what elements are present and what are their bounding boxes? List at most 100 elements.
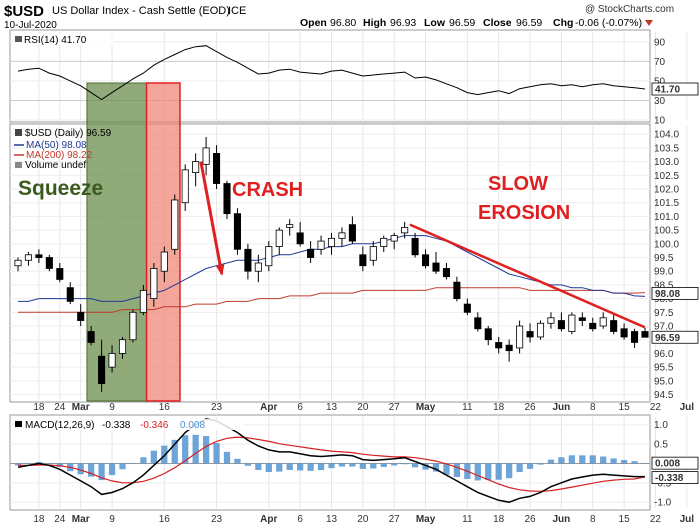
macd-hist-bar-51 bbox=[547, 459, 555, 464]
candle-body-4 bbox=[56, 268, 64, 280]
candle-body-34 bbox=[369, 246, 377, 261]
candle-body-10 bbox=[118, 339, 127, 354]
x-label-11-0: May bbox=[416, 402, 436, 413]
candle-body-13 bbox=[150, 268, 158, 300]
price-ytick-3: 96.0 bbox=[654, 349, 674, 360]
macd-hist-bar-6 bbox=[77, 463, 84, 475]
macd-hist-bar-37 bbox=[401, 463, 408, 465]
price-ytick-14: 101.5 bbox=[654, 198, 679, 209]
macd-hist-bar-33 bbox=[359, 463, 366, 469]
rsi-line bbox=[17, 45, 646, 101]
macd-hist-bar-24 bbox=[265, 463, 272, 472]
macd-hist-bar-14 bbox=[161, 445, 168, 464]
volume-legend-icon bbox=[15, 162, 22, 168]
header-name: US Dollar Index - Cash Settle (EOD) bbox=[52, 5, 230, 17]
x-label-1-0: 24 bbox=[54, 402, 66, 413]
macd-hist-bar-7 bbox=[88, 463, 95, 477]
annotations: Squeeze CRASH SLOW EROSION bbox=[18, 161, 646, 329]
macd-legend: MACD(12,26,9) -0.338 -0.346 0.008 bbox=[14, 419, 244, 431]
x-label-8-0: 13 bbox=[326, 402, 338, 413]
candle-body-49 bbox=[526, 331, 534, 338]
x-label-4-1: 16 bbox=[159, 514, 171, 525]
candle-body-12 bbox=[139, 289, 147, 313]
price-last-tag-bg bbox=[651, 330, 699, 344]
candle-body-46 bbox=[495, 342, 503, 349]
header-copyright: @ StockCharts.com bbox=[585, 4, 674, 15]
close-label: Close bbox=[483, 17, 512, 29]
candle-body-37 bbox=[401, 226, 409, 234]
candle-body-36 bbox=[390, 235, 398, 242]
rsi-legend: RSI(14) 41.70 bbox=[14, 34, 114, 46]
crash-arrow-head bbox=[215, 264, 225, 276]
erosion-trendline bbox=[409, 223, 646, 329]
macd-hist-bar-47 bbox=[506, 463, 513, 479]
x-label-5-0: 23 bbox=[211, 402, 223, 413]
candle-body-15 bbox=[171, 199, 179, 250]
candle-body-16 bbox=[181, 169, 189, 204]
price-ytick-12: 100.5 bbox=[654, 226, 679, 237]
macd-hist-bar-41 bbox=[443, 463, 450, 475]
macd-legend-icon bbox=[15, 421, 22, 427]
macd-hist-bar-26 bbox=[286, 463, 293, 471]
price-ytick-2: 95.5 bbox=[654, 363, 674, 374]
macd-hist-bar-57 bbox=[610, 458, 617, 464]
macd-hist-bar-49 bbox=[526, 463, 534, 469]
squeeze-zone bbox=[86, 82, 148, 402]
price-legend: $USD (Daily) 96.59 MA(50) 98.08 MA(200) … bbox=[14, 128, 112, 171]
macd-hist-bar-35 bbox=[380, 463, 387, 467]
open-label: Open bbox=[300, 17, 327, 29]
candle-body-21 bbox=[233, 213, 241, 250]
macd-hist-bar-1 bbox=[25, 463, 32, 464]
macd-ytick-0: -1.0 bbox=[654, 498, 672, 509]
macd-ytick-4: 1.0 bbox=[654, 420, 668, 431]
macd-hist-last-tag-bg bbox=[651, 456, 699, 470]
macd-hist-bar-54 bbox=[579, 455, 586, 464]
candle-body-28 bbox=[307, 248, 315, 258]
macd-hist-bar-60 bbox=[641, 463, 649, 464]
x-label-17-1: 15 bbox=[619, 514, 631, 525]
candle-body-58 bbox=[620, 328, 628, 338]
macd-panel-frame bbox=[9, 414, 651, 511]
macd-hist-bar-59 bbox=[631, 461, 638, 464]
candle-body-25 bbox=[275, 229, 283, 247]
x-label-10-0: 27 bbox=[389, 402, 401, 413]
macd-hist-bar-25 bbox=[276, 463, 283, 472]
price-ytick-6: 97.5 bbox=[654, 308, 674, 319]
price-ytick-8: 98.5 bbox=[654, 280, 674, 291]
macd-legend-macd: -0.338 bbox=[102, 420, 131, 431]
price-last-tag: 96.59 bbox=[655, 333, 680, 344]
ma50-last-tag-bg bbox=[651, 287, 699, 300]
candle-body-23 bbox=[254, 262, 262, 272]
x-label-19-0: Jul bbox=[680, 402, 695, 413]
x-label-15-0: Jun bbox=[553, 402, 571, 413]
annotation-crash: CRASH bbox=[232, 179, 303, 201]
open-value: 96.80 bbox=[330, 17, 356, 29]
macd-hist-bar-55 bbox=[589, 455, 596, 464]
macd-hist-bar-44 bbox=[474, 463, 481, 481]
macd-line bbox=[17, 418, 645, 503]
candle-body-30 bbox=[327, 237, 336, 247]
candle-body-7 bbox=[87, 331, 95, 343]
shaded-zones bbox=[86, 82, 181, 402]
axis-labels: 103050709094.595.095.596.096.597.097.598… bbox=[651, 37, 699, 509]
macd-hist-bar-48 bbox=[516, 463, 523, 472]
ma50-legend-text: MA(50) 98.08 bbox=[26, 140, 87, 151]
close-value: 96.59 bbox=[516, 17, 542, 29]
candle-body-27 bbox=[296, 232, 304, 245]
candle-body-8 bbox=[98, 355, 106, 384]
macd-hist-bar-21 bbox=[234, 458, 241, 464]
x-label-19-1: Jul bbox=[680, 514, 695, 525]
candle-body-35 bbox=[380, 237, 388, 247]
macd-hist-bar-23 bbox=[255, 463, 262, 471]
candle-body-57 bbox=[610, 320, 618, 332]
macd-legend-hist: 0.008 bbox=[180, 420, 205, 431]
candle-body-14 bbox=[160, 251, 168, 272]
candle-body-5 bbox=[66, 287, 74, 302]
x-label-0-1: 18 bbox=[33, 514, 45, 525]
ma50-last-tag: 98.08 bbox=[655, 289, 680, 300]
candle-body-33 bbox=[359, 254, 367, 267]
high-value: 96.93 bbox=[390, 17, 416, 29]
price-ytick-10: 99.5 bbox=[654, 253, 674, 264]
rsi-legend-bg bbox=[14, 34, 114, 45]
